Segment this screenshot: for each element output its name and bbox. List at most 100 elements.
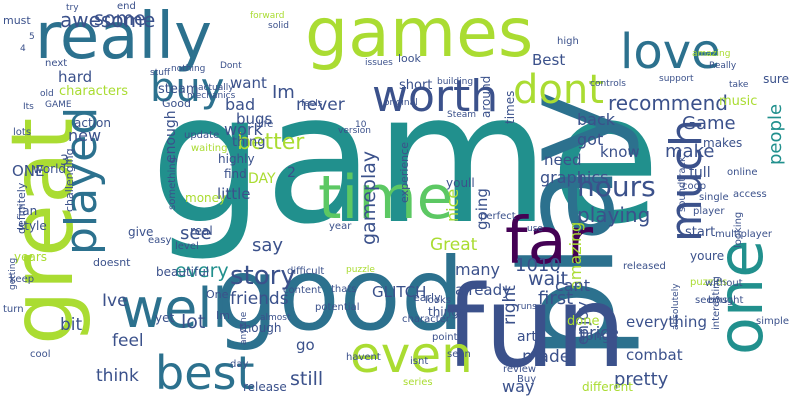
word-cloud-word: lots [13, 127, 32, 138]
word-cloud-word: going [473, 188, 491, 230]
word-cloud-word: experience [398, 142, 411, 203]
word-cloud-word: buy [150, 65, 225, 111]
word-cloud-word: Good [162, 97, 191, 110]
word-cloud-word: multiplayer [715, 229, 772, 240]
word-cloud-word: some [94, 8, 146, 30]
word-cloud-word: fun [445, 263, 627, 393]
word-cloud-word: turn [3, 304, 24, 315]
word-cloud-word: point [432, 332, 458, 343]
word-cloud-word: wait [528, 268, 568, 290]
word-cloud-word: soundtrack [677, 156, 688, 212]
word-cloud-word: lot [181, 311, 206, 333]
word-cloud-word: easy [148, 235, 172, 246]
word-cloud-word: need [544, 151, 582, 169]
word-cloud-word: way [502, 377, 535, 396]
word-cloud-word: nothing [171, 64, 206, 74]
word-cloud-word: something [167, 157, 178, 210]
word-cloud-word: steam [158, 82, 199, 97]
word-cloud-word: perfect [480, 211, 516, 222]
word-cloud-word: thats [331, 284, 357, 295]
word-cloud-word: really [35, 0, 212, 74]
word-cloud-word: puzzles [690, 277, 728, 288]
word-cloud-word: go [296, 336, 315, 354]
word-cloud-word: gameplay [358, 150, 380, 245]
word-cloud-word: take [729, 80, 749, 90]
word-cloud-word: yet [155, 311, 175, 325]
word-cloud-word: year [329, 221, 352, 232]
word-cloud-word: character [402, 314, 450, 325]
word-cloud-word: everything [626, 313, 707, 331]
word-cloud-word: player [693, 206, 725, 217]
word-cloud-word: potential [315, 302, 360, 313]
word-cloud-word: games [305, 0, 534, 73]
word-cloud-word: GLITCH [372, 283, 427, 301]
word-cloud-word: first [538, 288, 574, 309]
word-cloud-word: look [398, 52, 421, 65]
word-cloud-word: new [68, 126, 102, 145]
word-cloud-word: absolutely [671, 283, 681, 330]
word-cloud-word: day [230, 359, 249, 370]
word-cloud-word: makes [703, 136, 743, 150]
word-cloud-word: already [455, 281, 512, 299]
word-cloud-word: isnt [410, 356, 429, 367]
word-cloud-word: characters [59, 84, 129, 99]
word-cloud-word: price [579, 323, 619, 342]
word-cloud-word: issues [365, 58, 393, 68]
word-cloud-word: Really [709, 61, 737, 71]
word-cloud-word: waiting [191, 143, 228, 154]
word-cloud-word: series [403, 377, 433, 388]
word-cloud-word: seems [695, 295, 728, 306]
word-cloud-word: people [765, 103, 786, 165]
word-cloud-word: give [128, 225, 154, 239]
word-cloud-word: story [230, 261, 296, 291]
word-cloud-word: doesnt [93, 256, 131, 269]
word-cloud-word: runs [517, 302, 537, 312]
word-cloud-word: hard [58, 68, 93, 86]
word-cloud-word: fan [18, 204, 38, 218]
word-cloud-word: awesome [60, 8, 156, 32]
word-cloud-word: support [659, 74, 694, 84]
word-cloud-word: must [3, 14, 31, 27]
word-cloud-word: Game [682, 113, 736, 134]
word-cloud-word: worth [372, 71, 499, 122]
word-cloud-word: early [413, 291, 441, 304]
word-cloud-word: back [577, 110, 616, 129]
word-cloud-word: graphics [540, 168, 609, 187]
word-cloud-word: stuff [150, 68, 171, 78]
word-cloud-word: long [582, 329, 611, 344]
word-cloud-word: playing [577, 203, 651, 227]
word-cloud-word: things [428, 305, 466, 319]
word-cloud-word: combat [626, 346, 683, 364]
word-cloud-word: life [258, 119, 274, 130]
word-cloud-word: many [455, 260, 500, 279]
word-cloud-word: full [689, 165, 711, 181]
word-cloud-word: find [224, 167, 247, 181]
word-cloud-word: amazing [692, 49, 731, 59]
word-cloud-word: Best [532, 51, 566, 69]
word-cloud-word: different [582, 380, 633, 394]
word-cloud-word: without [705, 278, 743, 289]
word-cloud-word: coop [682, 181, 707, 192]
word-cloud-word: feels [301, 99, 323, 109]
word-cloud-word: love [620, 24, 721, 80]
word-cloud-word: every [175, 260, 229, 282]
word-cloud-word: hours [577, 170, 656, 203]
word-cloud-word: little [217, 185, 251, 203]
word-cloud-word: know [600, 143, 640, 161]
word-cloud-word: challenging [63, 148, 76, 212]
word-cloud-word: action [74, 116, 111, 130]
word-cloud-word: difficult [287, 266, 325, 277]
word-cloud-word: version [338, 126, 371, 136]
word-cloud-word: think [96, 366, 139, 386]
word-cloud-word: almost [260, 313, 291, 323]
word-cloud-word: Ive [102, 291, 128, 311]
word-cloud-word: thing [232, 135, 266, 150]
word-cloud-word: short [399, 78, 433, 93]
word-cloud-word: bugs [236, 110, 273, 128]
word-cloud-word: bad [225, 95, 256, 114]
word-cloud-word: bit [60, 315, 83, 335]
word-cloud-word: friends [230, 289, 289, 309]
word-cloud-word: Buy [517, 374, 537, 385]
